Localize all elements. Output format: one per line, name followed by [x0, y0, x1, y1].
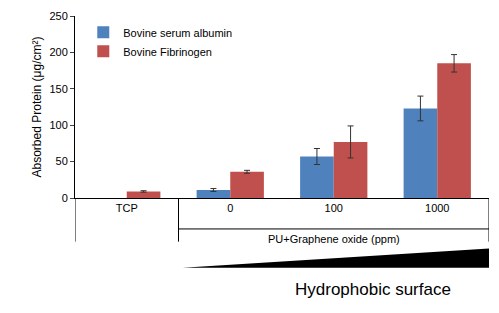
svg-text:100: 100 — [49, 119, 67, 131]
svg-text:Absorbed Protein (μg/cm²): Absorbed Protein (μg/cm²) — [30, 37, 44, 178]
svg-text:Bovine serum albumin: Bovine serum albumin — [123, 27, 232, 39]
svg-text:150: 150 — [49, 83, 67, 95]
svg-text:TCP: TCP — [116, 202, 138, 214]
svg-text:0: 0 — [62, 192, 68, 204]
svg-text:50: 50 — [56, 155, 68, 167]
svg-text:250: 250 — [49, 10, 67, 22]
svg-text:1000: 1000 — [425, 202, 449, 214]
svg-text:Hydrophobic surface: Hydrophobic surface — [295, 280, 451, 299]
svg-text:0: 0 — [227, 202, 233, 214]
svg-text:PU+Graphene oxide (ppm): PU+Graphene oxide (ppm) — [268, 233, 400, 245]
svg-text:200: 200 — [49, 46, 67, 58]
svg-text:100: 100 — [325, 202, 343, 214]
svg-text:Bovine Fibrinogen: Bovine Fibrinogen — [123, 46, 212, 58]
